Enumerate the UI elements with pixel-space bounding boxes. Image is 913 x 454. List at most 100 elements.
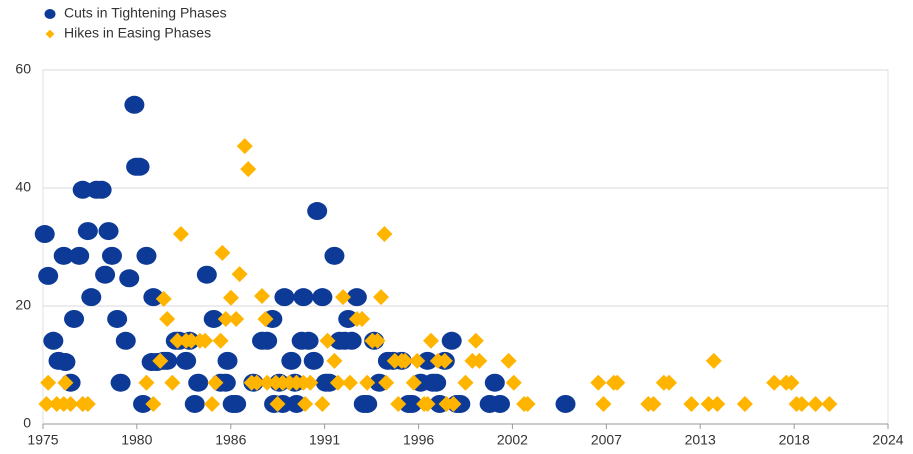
data-point xyxy=(34,225,55,244)
data-point xyxy=(807,395,824,412)
x-tick-label: 2002 xyxy=(497,432,528,448)
data-point xyxy=(77,222,98,241)
data-point xyxy=(98,222,119,241)
data-point xyxy=(197,332,214,349)
data-point xyxy=(143,288,164,307)
data-point xyxy=(124,95,145,114)
data-point xyxy=(164,374,181,391)
data-point xyxy=(155,290,172,307)
data-point xyxy=(683,395,700,412)
data-point xyxy=(783,374,800,391)
data-point xyxy=(152,352,169,369)
data-point xyxy=(312,288,333,307)
data-point xyxy=(176,351,197,370)
data-point xyxy=(293,288,314,307)
data-point xyxy=(341,374,358,391)
data-point xyxy=(203,309,224,328)
data-point xyxy=(281,351,302,370)
data-point xyxy=(196,265,217,284)
data-point xyxy=(341,331,362,350)
data-point xyxy=(821,395,838,412)
data-point xyxy=(441,331,462,350)
data-point xyxy=(645,395,662,412)
plot-frame xyxy=(42,69,889,425)
data-point xyxy=(43,331,64,350)
x-tick-label: 2024 xyxy=(872,432,903,448)
data-point xyxy=(405,374,422,391)
data-point xyxy=(222,289,239,306)
x-tick-label: 1975 xyxy=(27,432,58,448)
data-point xyxy=(338,309,359,328)
data-point xyxy=(55,353,76,372)
y-tick-label: 40 xyxy=(15,179,31,195)
data-point xyxy=(62,395,79,412)
data-point xyxy=(172,226,189,243)
data-point xyxy=(119,269,140,288)
data-point xyxy=(38,395,55,412)
data-point xyxy=(38,266,59,285)
data-point xyxy=(257,310,274,327)
data-point xyxy=(183,332,200,349)
legend-label: Cuts in Tightening Phases xyxy=(64,5,227,21)
data-point xyxy=(369,332,386,349)
data-point xyxy=(138,374,155,391)
data-point xyxy=(417,351,438,370)
data-point xyxy=(519,395,536,412)
data-point xyxy=(326,352,343,369)
data-point xyxy=(307,202,328,221)
x-tick-label: 2013 xyxy=(685,432,716,448)
data-point xyxy=(766,374,783,391)
data-point xyxy=(660,374,677,391)
data-point xyxy=(79,395,96,412)
data-point xyxy=(335,289,352,306)
data-point xyxy=(204,395,220,412)
data-point xyxy=(705,352,722,369)
data-point xyxy=(793,395,810,412)
data-point xyxy=(457,374,474,391)
data-point xyxy=(72,180,93,199)
data-point xyxy=(57,374,74,391)
data-point xyxy=(136,246,157,265)
x-tick-label: 2018 xyxy=(779,432,810,448)
data-point xyxy=(376,226,393,243)
legend-marker xyxy=(44,9,56,19)
data-point xyxy=(595,395,612,412)
data-point xyxy=(110,373,131,392)
data-point xyxy=(423,332,440,349)
data-point xyxy=(419,395,436,412)
data-point xyxy=(259,374,276,391)
data-point xyxy=(471,352,488,369)
data-point xyxy=(169,332,186,349)
data-point xyxy=(505,374,522,391)
data-point xyxy=(378,374,395,391)
x-tick-label: 1986 xyxy=(215,432,246,448)
data-point xyxy=(467,332,484,349)
data-point xyxy=(436,352,453,369)
data-point xyxy=(274,288,295,307)
data-point xyxy=(95,265,116,284)
data-point xyxy=(215,373,236,392)
data-point xyxy=(590,374,607,391)
data-point xyxy=(357,394,378,413)
data-point xyxy=(359,374,376,391)
data-point xyxy=(297,395,314,412)
data-point xyxy=(709,395,726,412)
data-point xyxy=(257,331,278,350)
y-tick-label: 20 xyxy=(15,297,31,313)
data-point xyxy=(254,287,271,304)
data-point xyxy=(319,373,340,392)
data-point xyxy=(346,288,367,307)
data-point xyxy=(609,374,626,391)
data-point xyxy=(69,246,90,265)
data-point xyxy=(298,331,319,350)
data-point xyxy=(145,395,162,412)
data-point xyxy=(231,266,248,283)
data-point xyxy=(390,395,407,412)
x-tick-label: 1980 xyxy=(121,432,152,448)
data-point xyxy=(248,374,265,391)
data-point xyxy=(133,394,154,413)
data-point xyxy=(226,394,247,413)
data-point xyxy=(484,373,505,392)
data-point xyxy=(426,373,447,392)
data-point xyxy=(373,289,389,306)
